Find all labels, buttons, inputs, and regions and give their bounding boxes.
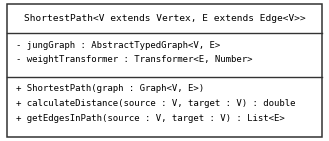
Text: - jungGraph : AbstractTypedGraph<V, E>: - jungGraph : AbstractTypedGraph<V, E>	[16, 41, 221, 49]
Text: + ShortestPath(graph : Graph<V, E>): + ShortestPath(graph : Graph<V, E>)	[16, 84, 205, 93]
Text: ShortestPath<V extends Vertex, E extends Edge<V>>: ShortestPath<V extends Vertex, E extends…	[24, 14, 305, 23]
Text: - weightTransformer : Transformer<E, Number>: - weightTransformer : Transformer<E, Num…	[16, 55, 253, 64]
FancyBboxPatch shape	[7, 4, 322, 137]
Text: + calculateDistance(source : V, target : V) : double: + calculateDistance(source : V, target :…	[16, 99, 296, 108]
Text: + getEdgesInPath(source : V, target : V) : List<E>: + getEdgesInPath(source : V, target : V)…	[16, 114, 285, 123]
